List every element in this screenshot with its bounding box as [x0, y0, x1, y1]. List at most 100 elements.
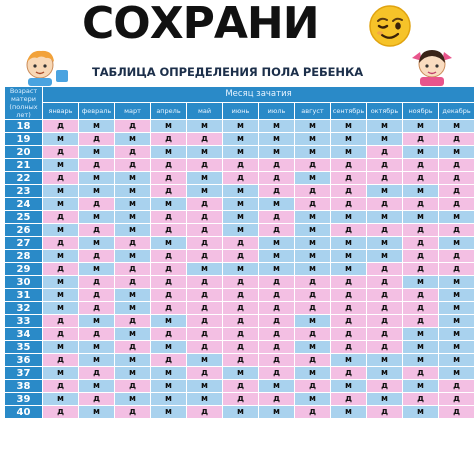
girl-cell: д — [222, 249, 259, 263]
month-header-cell: ноябрь — [402, 101, 439, 121]
girl-cell: д — [437, 262, 474, 276]
boy-cell: м — [258, 379, 295, 393]
girl-cell: д — [402, 366, 439, 380]
boy-cell: м — [150, 314, 187, 328]
table-row: 19 м д м д д м м м м м д д — [4, 132, 474, 146]
girl-cell: д — [186, 236, 223, 250]
boy-cell: м — [294, 132, 331, 146]
month-header-cell: декабрь — [437, 101, 474, 121]
girl-cell: д — [366, 379, 403, 393]
girl-cell: д — [222, 353, 259, 367]
boy-cell: м — [402, 405, 439, 419]
boy-cell: м — [150, 145, 187, 159]
girl-cell: д — [402, 288, 439, 302]
boy-cell: м — [222, 366, 259, 380]
girl-cell: д — [114, 158, 151, 172]
boy-cell: м — [366, 236, 403, 250]
boy-cell: м — [330, 262, 367, 276]
girl-cell: д — [294, 197, 331, 211]
girl-cell: д — [186, 405, 223, 419]
mother-age-cell: 25 — [4, 210, 43, 224]
boy-cell: м — [186, 353, 223, 367]
gender-determination-table: Возраст матери (полных лет) Месяц зачати… — [4, 86, 474, 419]
month-header-cell: апрель — [150, 101, 187, 121]
boy-cell: м — [330, 379, 367, 393]
mother-age-cell: 20 — [4, 145, 43, 159]
girl-cell: д — [402, 158, 439, 172]
girl-cell: д — [114, 275, 151, 289]
boy-cell: м — [150, 405, 187, 419]
table-body: 18 д м д м м м м м м м м м 19 м д м д д м м м м м д д 20 д м д м м м м м м д… — [4, 119, 474, 419]
table-row: 22 д м м д м д д м д д д д — [4, 171, 474, 185]
girl-cell: д — [150, 249, 187, 263]
boy-cell: м — [114, 223, 151, 237]
boy-cell: м — [330, 119, 367, 133]
boy-cell: м — [437, 145, 474, 159]
girl-cell: д — [150, 171, 187, 185]
month-header-cell: февраль — [78, 101, 115, 121]
boy-cell: м — [294, 249, 331, 263]
boy-cell: м — [402, 327, 439, 341]
girl-cell: д — [150, 223, 187, 237]
boy-cell: м — [114, 392, 151, 406]
girl-cell: д — [258, 171, 295, 185]
boy-cell: м — [258, 197, 295, 211]
girl-cell: д — [186, 158, 223, 172]
mother-age-cell: 36 — [4, 353, 43, 367]
boy-cell: м — [186, 262, 223, 276]
boy-cell: м — [258, 119, 295, 133]
girl-cell: д — [186, 223, 223, 237]
boy-cell: м — [78, 236, 115, 250]
girl-cell: д — [437, 379, 474, 393]
boy-cell: м — [258, 145, 295, 159]
boy-cell: м — [222, 145, 259, 159]
girl-cell: д — [78, 301, 115, 315]
girl-cell: д — [258, 327, 295, 341]
boy-cell: м — [402, 184, 439, 198]
boy-cell: м — [114, 197, 151, 211]
boy-cell: м — [222, 223, 259, 237]
boy-cell: м — [78, 184, 115, 198]
girl-cell: д — [114, 314, 151, 328]
table-row: 29 д м д д м м м м м д д д — [4, 262, 474, 276]
table-row: 32 м д м д д д д д д д д м — [4, 301, 474, 315]
girl-cell: д — [186, 197, 223, 211]
boy-cell: м — [366, 392, 403, 406]
girl-cell: д — [78, 275, 115, 289]
boy-cell: м — [402, 210, 439, 224]
table-row: 27 д м д м д д м м м м д м — [4, 236, 474, 250]
table-row: 25 д м м д д м д м м м м м — [4, 210, 474, 224]
girl-cell: д — [42, 171, 79, 185]
girl-cell: д — [366, 145, 403, 159]
boy-cell: м — [330, 353, 367, 367]
boy-cell: м — [330, 236, 367, 250]
girl-cell: д — [186, 366, 223, 380]
girl-cell: д — [42, 327, 79, 341]
boy-cell: м — [150, 340, 187, 354]
girl-cell: д — [78, 249, 115, 263]
boy-cell: м — [258, 132, 295, 146]
girl-cell: д — [258, 275, 295, 289]
boy-cell: м — [294, 340, 331, 354]
boy-cell: м — [294, 314, 331, 328]
boy-cell: м — [437, 366, 474, 380]
girl-cell: д — [186, 288, 223, 302]
girl-cell: д — [42, 379, 79, 393]
boy-cell: м — [78, 171, 115, 185]
boy-cell: м — [150, 236, 187, 250]
girl-cell: д — [114, 340, 151, 354]
boy-cell: м — [114, 366, 151, 380]
girl-cell: д — [402, 223, 439, 237]
boy-cell: м — [42, 249, 79, 263]
boy-cell: м — [186, 145, 223, 159]
table-row: 18 д м д м м м м м м м м м — [4, 119, 474, 133]
girl-cell: д — [437, 223, 474, 237]
boy-cell: м — [258, 262, 295, 276]
mother-age-cell: 33 — [4, 314, 43, 328]
chart-subtitle: ТАБЛИЦА ОПРЕДЕЛЕНИЯ ПОЛА РЕБЕНКА — [92, 65, 364, 79]
boy-cell: м — [114, 249, 151, 263]
boy-cell: м — [402, 353, 439, 367]
boy-cell: м — [186, 379, 223, 393]
month-header-cell: август — [294, 101, 331, 121]
table-row: 33 д м д м д д д м д д д м — [4, 314, 474, 328]
